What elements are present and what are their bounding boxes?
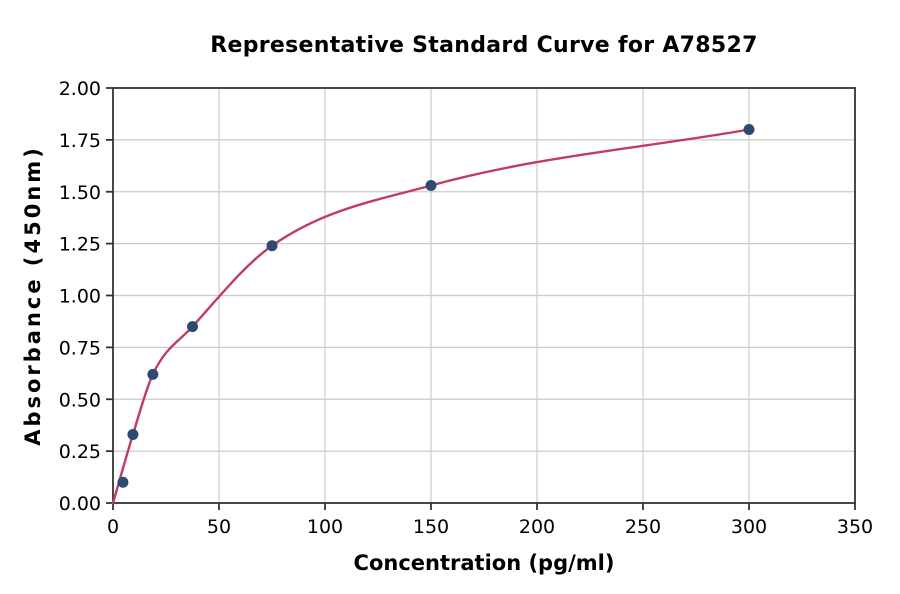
x-tick-label: 200 <box>519 516 555 538</box>
data-point <box>187 321 198 333</box>
x-tick-label: 300 <box>731 516 767 538</box>
plot-border <box>112 87 856 504</box>
x-tick-label: 250 <box>625 516 661 538</box>
y-tick-label: 0.25 <box>59 441 101 463</box>
y-tick-label: 1.75 <box>59 130 101 152</box>
data-point <box>425 180 437 192</box>
y-tick-label: 1.25 <box>59 234 101 256</box>
x-tick-label: 100 <box>307 516 343 538</box>
chart-title: Representative Standard Curve for A78527 <box>210 33 758 58</box>
y-tick-label: 0.75 <box>59 337 101 359</box>
y-tick-label: 1.50 <box>59 182 101 204</box>
y-tick-label: 0.00 <box>59 493 101 515</box>
data-point <box>743 124 755 135</box>
fit-curve <box>111 128 751 505</box>
x-tick-label: 50 <box>207 516 231 538</box>
y-tick-label: 1.00 <box>59 286 101 308</box>
data-point <box>117 476 129 488</box>
y-tick-label: 2.00 <box>59 78 101 100</box>
x-tick-label: 350 <box>837 516 873 538</box>
data-point <box>147 368 159 380</box>
x-tick-label: 0 <box>107 516 119 538</box>
x-tick-label: 150 <box>413 516 449 538</box>
y-tick-label: 0.50 <box>59 389 101 411</box>
data-point <box>127 429 139 441</box>
x-axis-label: Concentration (pg/ml) <box>353 551 615 575</box>
data-point <box>266 240 278 252</box>
